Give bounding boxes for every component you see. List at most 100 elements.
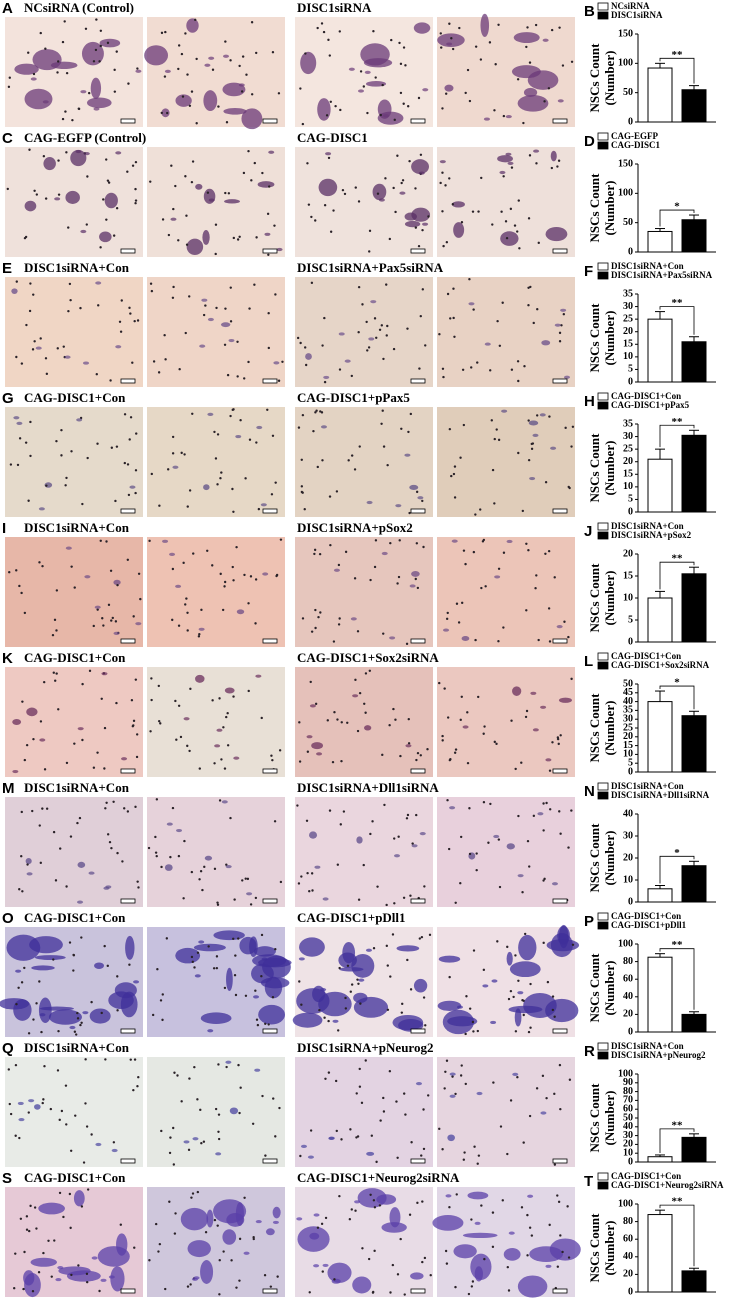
pore — [230, 1259, 233, 1262]
pore — [522, 121, 525, 125]
pore — [203, 865, 206, 869]
pore — [239, 1086, 242, 1089]
pore — [132, 719, 136, 723]
pore — [320, 1222, 324, 1226]
pore — [274, 293, 277, 296]
micrograph — [295, 537, 433, 647]
pore — [150, 677, 153, 680]
pore — [221, 608, 225, 612]
cell — [545, 758, 552, 762]
y-tick-label: 35 — [623, 288, 633, 299]
pore — [220, 471, 223, 474]
micrograph — [147, 147, 285, 257]
pore — [188, 1077, 191, 1080]
y-tick-label: 5 — [628, 364, 633, 375]
cell — [69, 1025, 76, 1030]
micrograph — [295, 1187, 433, 1297]
pore — [270, 493, 274, 496]
pore — [129, 1058, 132, 1061]
pore — [394, 210, 397, 214]
pore — [344, 1007, 348, 1010]
pore — [556, 1265, 560, 1268]
pore — [398, 539, 401, 542]
panel-label: B — [584, 3, 595, 20]
cell — [135, 622, 142, 626]
pore — [132, 615, 135, 618]
pore — [126, 810, 130, 813]
pore — [188, 749, 191, 753]
pore — [58, 1118, 61, 1122]
pore — [251, 1122, 255, 1126]
legend-label: DISC1siRNA+Pax5siRNA — [611, 270, 713, 280]
pore — [392, 707, 395, 711]
pore — [409, 412, 413, 416]
pore — [490, 419, 493, 422]
pore — [338, 617, 341, 620]
cell — [26, 872, 33, 876]
pore — [496, 940, 499, 943]
pore — [51, 633, 55, 637]
pore — [82, 1161, 86, 1164]
pore — [506, 945, 509, 949]
image-background — [5, 667, 143, 777]
cell — [494, 575, 501, 579]
scale-bar — [262, 1158, 278, 1164]
pore — [357, 200, 361, 203]
pore — [213, 1218, 217, 1222]
pore — [561, 64, 565, 67]
cell — [100, 1278, 107, 1282]
pore — [366, 349, 369, 352]
pore — [84, 1058, 87, 1061]
cell-cluster — [180, 1207, 209, 1231]
cell-cluster — [514, 1008, 522, 1027]
pore — [453, 496, 457, 499]
pore — [260, 975, 263, 978]
cell — [243, 1251, 250, 1255]
pore — [460, 695, 463, 698]
pore — [303, 507, 306, 511]
pore — [53, 1239, 56, 1242]
pore — [229, 59, 232, 62]
pore — [399, 1237, 402, 1241]
pore — [9, 1112, 13, 1116]
cell — [348, 67, 355, 71]
image-title: DISC1siRNA+Con — [24, 780, 130, 795]
image-background — [5, 407, 143, 517]
image-background — [437, 1187, 575, 1297]
cell — [64, 355, 71, 359]
cell-cluster — [12, 718, 22, 726]
cell — [191, 1277, 198, 1281]
pore — [542, 802, 545, 805]
cell — [35, 346, 42, 350]
pore — [340, 721, 343, 724]
cell-cluster — [318, 178, 338, 197]
pore — [62, 345, 65, 348]
pore — [148, 539, 151, 543]
pore — [421, 499, 424, 503]
cell — [296, 1217, 303, 1221]
y-tick-label: 20 — [623, 1009, 633, 1020]
cell — [506, 539, 513, 544]
pore — [134, 202, 137, 205]
pore — [155, 798, 159, 801]
pore — [480, 586, 483, 590]
y-axis-label: NSCs Count — [587, 563, 602, 633]
pore — [281, 360, 284, 363]
pore — [35, 193, 39, 196]
panel-label: F — [584, 263, 593, 280]
significance-bracket — [659, 948, 695, 1010]
pore — [482, 801, 486, 804]
pore — [264, 1022, 267, 1026]
cell-cluster — [175, 94, 192, 107]
y-tick-label: 90 — [623, 1077, 633, 1088]
error-bar — [655, 1209, 665, 1215]
pore — [419, 153, 423, 157]
pore — [339, 108, 342, 112]
cell — [527, 1194, 534, 1198]
pore — [491, 468, 495, 472]
pore — [415, 490, 419, 494]
pore — [64, 1084, 68, 1087]
pore — [121, 860, 124, 863]
pore — [421, 288, 425, 291]
pore — [37, 1271, 41, 1274]
